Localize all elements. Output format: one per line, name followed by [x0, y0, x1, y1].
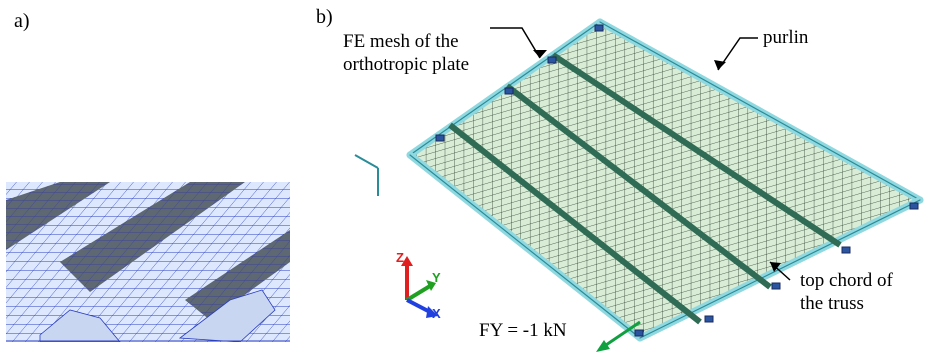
purlin-label: purlin: [763, 27, 809, 48]
top-chord-label-line2: the truss: [800, 293, 864, 314]
axis-y-label: Y: [432, 270, 441, 285]
panel-a-label: a): [14, 10, 30, 32]
axis-z-label: Z: [396, 250, 404, 265]
rib-face-3: [185, 230, 290, 320]
force-arrow: [596, 320, 641, 352]
mesh-surface: [6, 182, 290, 342]
top-chord-label-line1: top chord of: [800, 270, 893, 291]
purlin-2: [505, 83, 772, 290]
rib-face-2: [60, 182, 245, 292]
fe-mesh-label-line1: FE mesh of the: [343, 31, 459, 52]
purlin-1: [448, 122, 702, 325]
purlin-3: [551, 52, 842, 248]
purlins: [448, 52, 842, 325]
axis-x-label: X: [432, 306, 441, 321]
fe-mesh-label-line2: orthotropic plate: [343, 54, 470, 75]
supports: [435, 24, 919, 337]
force-label: FY = -1 kN: [479, 320, 567, 341]
panel-b-label: b): [316, 6, 333, 28]
axis-triad: [401, 256, 438, 318]
rib-face-1: [6, 182, 110, 250]
